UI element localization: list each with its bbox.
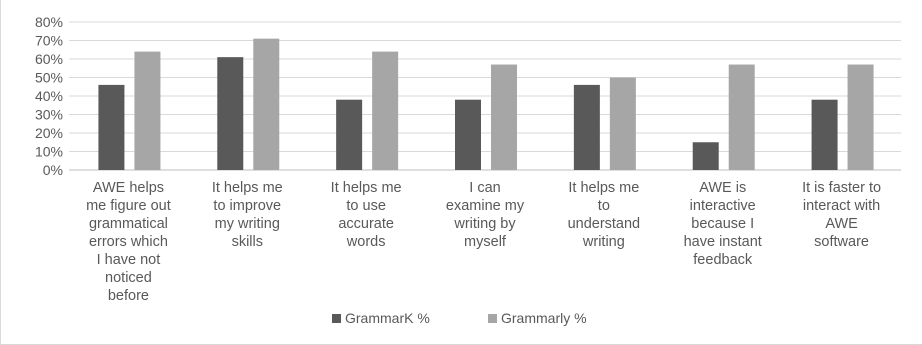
legend-swatch (488, 314, 497, 323)
bar-grammark (217, 57, 244, 170)
category-label: It helps me to improve my writing skills (212, 180, 283, 250)
bar-grammark (336, 99, 363, 170)
category-label: It is faster to interact with AWE software (802, 180, 881, 250)
bar-grammarly (134, 51, 161, 170)
bar-grammark (573, 84, 600, 170)
y-tick-label: 0% (43, 162, 63, 178)
y-tick-label: 30% (35, 107, 63, 123)
bar-grammarly (372, 51, 399, 170)
y-tick-label: 10% (35, 144, 63, 160)
bar-grammark (455, 99, 481, 170)
y-tick-label: 50% (35, 70, 63, 86)
legend-label: Grammarly % (501, 310, 587, 326)
y-tick-label: 70% (35, 33, 63, 49)
category-label: AWE helps me figure out grammatical errors … (86, 180, 171, 304)
bar-grammark (692, 142, 719, 170)
bar-grammarly (847, 64, 874, 170)
y-tick-label: 40% (35, 88, 63, 104)
category-label: I can examine my writing by myself (446, 180, 525, 250)
bar-grammarly (253, 38, 280, 171)
legend-label: GrammarK % (345, 310, 430, 326)
y-tick-label: 60% (35, 51, 63, 67)
y-tick-label: 20% (35, 125, 63, 141)
legend-swatch (332, 314, 341, 323)
y-tick-label: 80% (35, 14, 63, 30)
bar-grammarly (728, 64, 755, 170)
category-label: It helps me to use accurate words (331, 180, 402, 250)
bar-grammarly (491, 64, 517, 170)
category-label: It helps me to understand writing (568, 180, 641, 250)
bar-grammark (98, 84, 125, 170)
bar-grammarly (609, 77, 636, 170)
bar-grammark (811, 99, 838, 170)
